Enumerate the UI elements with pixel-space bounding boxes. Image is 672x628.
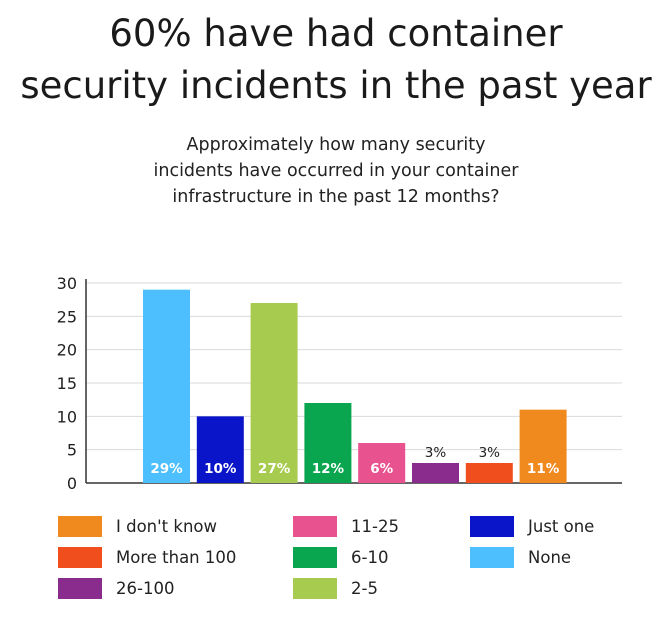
legend-swatch <box>293 577 337 599</box>
legend-label: 26-100 <box>116 578 175 598</box>
y-tick-label: 20 <box>57 341 77 360</box>
subtitle-line-3: infrastructure in the past 12 months? <box>172 187 500 207</box>
bar <box>465 463 513 483</box>
y-tick-label: 15 <box>57 374 77 393</box>
legend-label: 2-5 <box>351 578 378 598</box>
legend-swatch <box>470 515 514 537</box>
chart-title: 60% have had container security incident… <box>0 8 672 112</box>
subtitle-line-2: incidents have occurred in your containe… <box>153 161 519 181</box>
legend-item-i-dont-know: I don't know <box>58 514 217 538</box>
legend-item-none: None <box>470 545 571 569</box>
legend-swatch <box>58 577 102 599</box>
bar-data-label: 12% <box>312 461 345 477</box>
legend-label: None <box>528 547 572 567</box>
legend-label: More than 100 <box>116 547 237 567</box>
bar-data-label: 29% <box>150 461 183 477</box>
legend-item-11-25: 11-25 <box>293 514 399 538</box>
bar <box>143 289 190 483</box>
bar-data-label: 27% <box>258 461 291 477</box>
y-tick-label: 30 <box>57 274 77 293</box>
legend-swatch <box>293 546 337 568</box>
bar-data-label: 3% <box>425 445 447 461</box>
legend-swatch <box>470 546 514 568</box>
legend-swatch <box>293 515 337 537</box>
legend-label: I don't know <box>116 516 217 536</box>
bar-chart: 0 5 10 15 20 25 30 29% 10% 27% 12% 6% 3% 3% 11% <box>57 274 622 493</box>
legend-item-more-than-100: More than 100 <box>58 545 236 569</box>
legend-item-2-5: 2-5 <box>293 576 378 600</box>
bar <box>304 403 352 483</box>
bar-data-label: 11% <box>527 461 560 477</box>
subtitle-line-1: Approximately how many security <box>186 135 486 155</box>
legend-label: Just one <box>528 516 595 536</box>
bar-data-label: 3% <box>479 445 501 461</box>
bar <box>519 409 567 483</box>
legend-swatch <box>58 546 102 568</box>
bar <box>196 416 244 483</box>
y-tick-label: 0 <box>67 474 77 493</box>
legend-label: 6-10 <box>351 547 389 567</box>
legend-item-26-100: 26-100 <box>58 576 174 600</box>
y-tick-label: 10 <box>57 407 77 426</box>
y-tick-label: 25 <box>57 307 77 326</box>
bar-data-label: 6% <box>370 461 393 477</box>
legend-label: 11-25 <box>351 516 399 536</box>
legend-swatch <box>58 515 102 537</box>
legend-item-just-one: Just one <box>470 514 594 538</box>
bar <box>250 303 298 483</box>
title-line-1: 60% have had container <box>109 12 563 55</box>
chart-subtitle: Approximately how many security incident… <box>0 132 672 210</box>
bar <box>358 443 406 483</box>
bar-data-label: 10% <box>204 461 237 477</box>
bar <box>412 463 459 483</box>
title-line-2: security incidents in the past year <box>20 64 652 107</box>
legend-item-6-10: 6-10 <box>293 545 388 569</box>
y-tick-label: 5 <box>67 441 77 460</box>
